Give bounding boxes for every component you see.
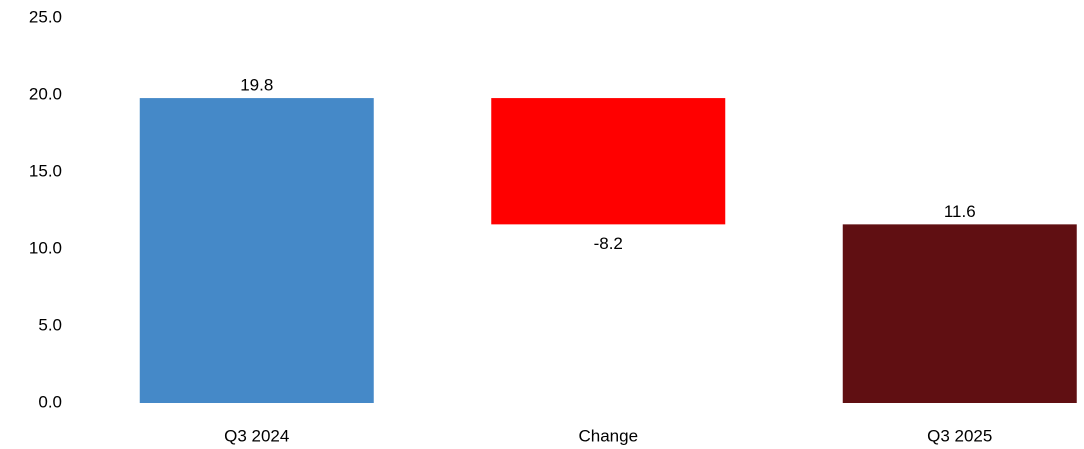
value-label: 11.6 bbox=[944, 202, 976, 221]
value-label: -8.2 bbox=[594, 234, 623, 253]
value-label: 19.8 bbox=[240, 76, 273, 95]
bar bbox=[139, 98, 374, 403]
x-tick-label: Change bbox=[578, 426, 638, 445]
x-tick-label: Q3 2025 bbox=[927, 426, 992, 445]
y-tick-label: 15.0 bbox=[29, 161, 62, 180]
y-tick-label: 25.0 bbox=[29, 7, 62, 26]
y-tick-label: 20.0 bbox=[29, 84, 62, 103]
y-tick-label: 5.0 bbox=[38, 315, 62, 334]
x-tick-label: Q3 2024 bbox=[224, 426, 289, 445]
y-tick-label: 10.0 bbox=[29, 238, 62, 257]
y-tick-label: 0.0 bbox=[38, 392, 62, 411]
bar bbox=[842, 224, 1077, 403]
bar bbox=[491, 98, 726, 225]
